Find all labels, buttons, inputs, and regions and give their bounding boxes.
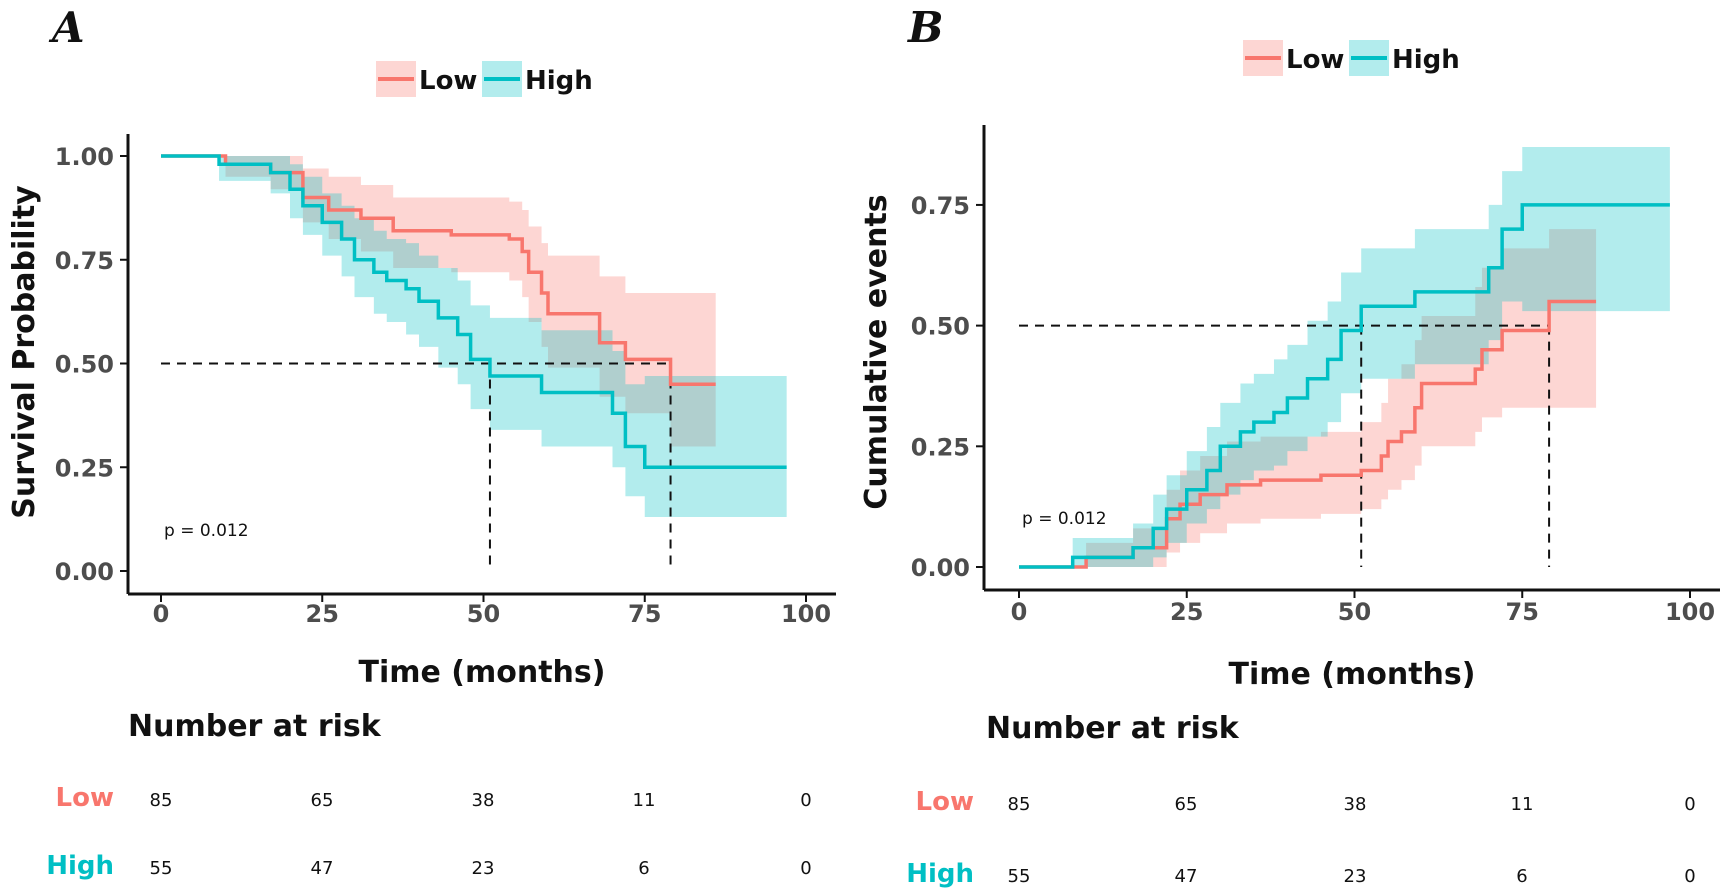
legend-low-label: Low [1286,45,1344,75]
panel-a-legend: Low High [376,61,593,97]
panel-b-x-axis-title: Time (months) [1228,657,1475,692]
x-tick-label: 50 [467,600,500,628]
ci-band-high [1019,147,1670,567]
risk-value-high: 6 [1516,866,1527,887]
panel-a-risk-table: Number at risk Low High 85 65 38 11 0 55 47 23 6… [46,709,812,881]
risk-value-high: 0 [1684,866,1695,887]
risk-value-low: 0 [800,790,811,811]
x-tick-label: 50 [1338,598,1371,626]
panel-a-plot-area: 0.00 0.25 0.50 0.75 1.00 0 25 50 75 100 [55,134,836,628]
risk-value-high: 6 [638,858,649,879]
panel-b-risk-table: Number at risk Low High 85 65 38 11 0 55 47 23 6… [906,711,1696,889]
risk-value-low: 38 [472,790,495,811]
panel-b-y-axis-title: Cumulative events [859,194,894,509]
panel-a-x-axis-title: Time (months) [358,655,605,690]
panel-b-plot-area: 0.00 0.25 0.50 0.75 0 25 50 75 100 [911,125,1720,626]
y-tick-label: 0.75 [55,247,114,275]
risk-value-high: 0 [800,858,811,879]
legend-high-label: High [525,66,593,96]
risk-value-low: 85 [1008,794,1031,815]
panel-a-y-axis-title: Survival Probability [7,185,42,519]
y-tick-label: 0.00 [55,558,114,586]
y-tick-label: 0.00 [911,554,970,582]
x-tick-label: 100 [781,600,831,628]
risk-value-high: 47 [1175,866,1198,887]
risk-value-high: 47 [311,858,334,879]
x-tick-label: 25 [306,600,339,628]
legend-low-label: Low [419,66,477,96]
y-tick-label: 0.50 [911,313,970,341]
panel-b-risk-label-low: Low [916,787,974,817]
risk-value-low: 11 [1511,794,1534,815]
x-tick-label: 75 [628,600,661,628]
risk-value-low: 65 [1175,794,1198,815]
ci-band-low [161,156,716,447]
panel-b-risk-values: 85 65 38 11 0 55 47 23 6 0 [1008,794,1696,887]
panel-b-risk-label-high: High [906,859,974,889]
x-tick-label: 25 [1170,598,1203,626]
panel-a-risk-label-high: High [46,851,114,881]
panel-b: B Low High 0.00 0.25 0.50 0.75 0 25 50 75 100 Cu… [859,3,1720,889]
panel-a-risk-values: 85 65 38 11 0 55 47 23 6 0 [150,790,812,879]
x-tick-label: 0 [1011,598,1028,626]
series-line-low [161,154,716,386]
y-tick-label: 0.50 [55,351,114,379]
series-line-high [1019,203,1670,569]
risk-value-low: 65 [311,790,334,811]
series-line-low [1019,299,1597,569]
x-tick-label: 100 [1665,598,1715,626]
risk-value-low: 38 [1344,794,1367,815]
panel-b-legend: Low High [1243,40,1460,76]
panel-b-letter: B [907,3,944,52]
panel-b-p-value: p = 0.012 [1022,509,1107,529]
ci-band-low [1019,229,1597,567]
y-tick-label: 1.00 [55,143,114,171]
panel-a-risk-title: Number at risk [128,709,382,744]
panel-a-p-value: p = 0.012 [164,521,249,541]
panel-a: A Low High 0.00 0.25 0.50 0.75 1.00 0 25 50 75 10… [7,3,836,881]
risk-value-high: 23 [1344,866,1367,887]
panel-a-letter: A [48,3,85,52]
risk-value-low: 85 [150,790,173,811]
risk-value-high: 55 [1008,866,1031,887]
y-tick-label: 0.25 [55,454,114,482]
x-tick-label: 0 [153,600,170,628]
risk-value-low: 0 [1684,794,1695,815]
ci-band-high [161,156,787,518]
risk-value-high: 55 [150,858,173,879]
series-line-high [161,154,787,469]
y-tick-label: 0.25 [911,433,970,461]
x-tick-label: 75 [1506,598,1539,626]
y-tick-label: 0.75 [911,192,970,220]
risk-value-low: 11 [633,790,656,811]
legend-high-label: High [1392,45,1460,75]
panel-b-risk-title: Number at risk [986,711,1240,746]
panel-a-risk-label-low: Low [56,783,114,813]
risk-value-high: 23 [472,858,495,879]
